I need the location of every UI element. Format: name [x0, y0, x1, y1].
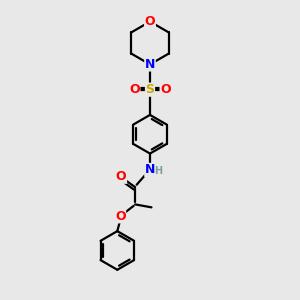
Text: N: N	[145, 58, 155, 71]
Text: S: S	[146, 83, 154, 96]
Text: N: N	[145, 164, 155, 176]
Text: O: O	[116, 170, 127, 183]
Text: O: O	[129, 83, 140, 96]
Text: H: H	[154, 166, 162, 176]
Text: O: O	[160, 83, 171, 96]
Text: O: O	[115, 210, 126, 223]
Text: O: O	[145, 15, 155, 28]
